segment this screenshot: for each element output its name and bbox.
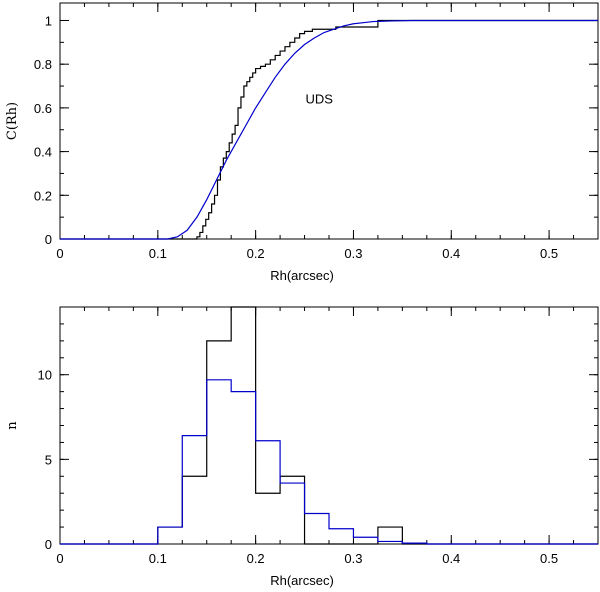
x-tick-label: 0 — [56, 551, 63, 566]
y-axis-label: n — [5, 421, 20, 430]
black-series-line — [60, 19, 598, 240]
y-tick-label: 0.4 — [34, 145, 52, 160]
cumulative-distribution-panel: 0 0.1 0.2 0.3 0.4 0.5 0 0.2 0.4 0.6 0.8 1 Rh(arcsec)… — [5, 2, 599, 283]
x-tick-label: 0.3 — [344, 551, 362, 566]
y-tick-label: 0 — [45, 232, 52, 247]
plot-frame — [59, 306, 599, 545]
x-axis-label: Rh(arcsec) — [270, 573, 334, 588]
y-tick-label: 0.2 — [34, 188, 52, 203]
y-tick-label: 0.8 — [34, 57, 52, 72]
blue-series-line — [60, 19, 598, 240]
panel-annotation: UDS — [305, 92, 333, 107]
x-tick-label: 0.3 — [344, 246, 362, 261]
histogram-panel: 0 0.1 0.2 0.3 0.4 0.5 0 5 10 Rh(arcsec) n — [5, 306, 599, 588]
x-tick-label: 0.4 — [442, 551, 460, 566]
plot-frame — [59, 2, 599, 240]
y-tick-label: 1 — [45, 13, 52, 28]
x-tick-label: 0.5 — [540, 551, 558, 566]
y-tick-label: 0.6 — [34, 101, 52, 116]
x-tick-label: 0.1 — [149, 551, 167, 566]
x-tick-label: 0.2 — [247, 551, 265, 566]
y-tick-label: 10 — [38, 368, 52, 383]
x-tick-label: 0 — [56, 246, 63, 261]
blue-series-line — [60, 379, 598, 545]
y-tick-label: 0 — [45, 537, 52, 552]
x-tick-label: 0.4 — [442, 246, 460, 261]
x-tick-label: 0.5 — [540, 246, 558, 261]
x-axis-label: Rh(arcsec) — [270, 268, 334, 283]
y-axis-label: C(Rh) — [5, 102, 20, 140]
black-series-line — [60, 306, 598, 545]
y-tick-label: 5 — [45, 452, 52, 467]
x-tick-label: 0.1 — [149, 246, 167, 261]
x-tick-label: 0.2 — [247, 246, 265, 261]
